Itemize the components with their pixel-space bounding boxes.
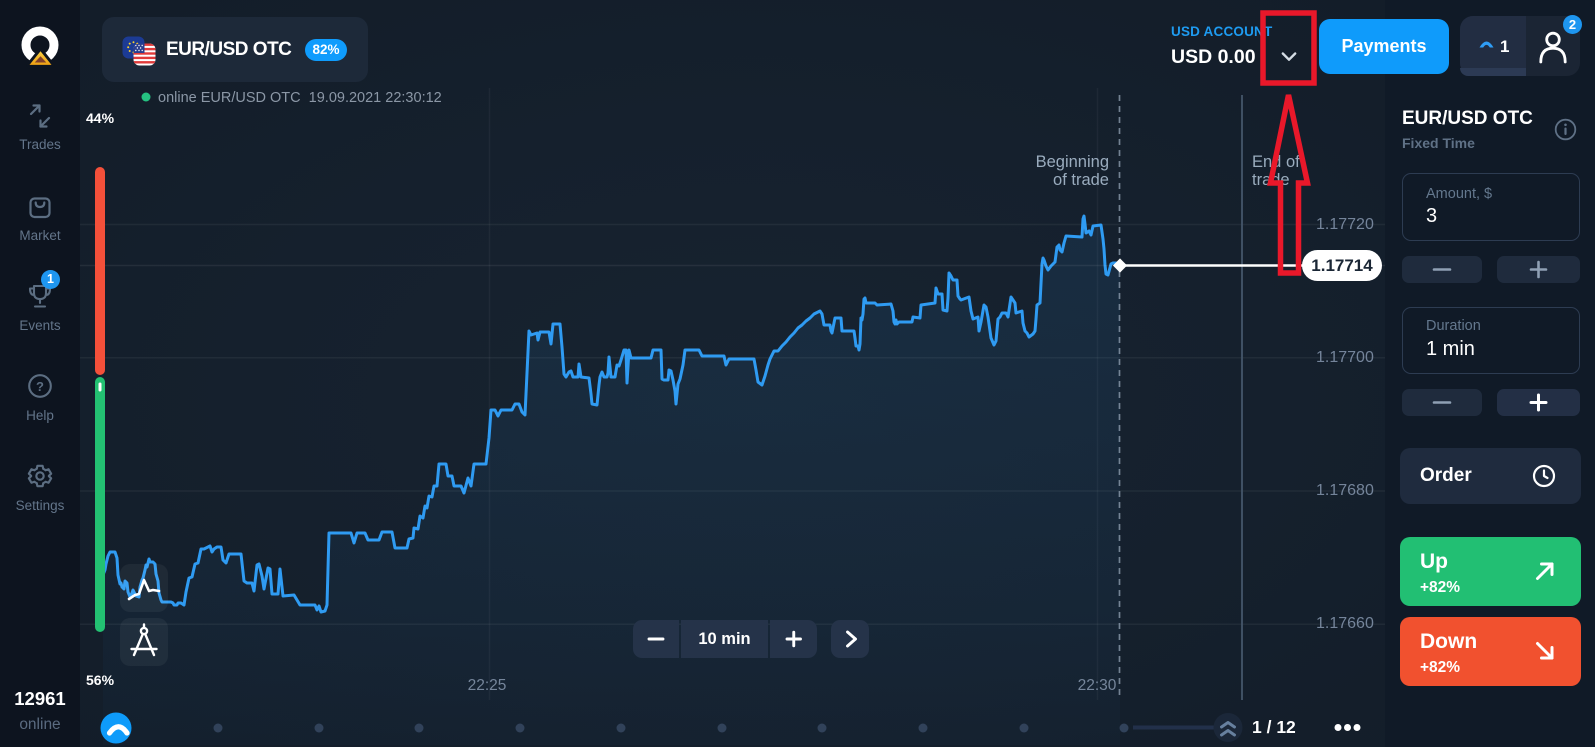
svg-text:?: ? bbox=[36, 379, 44, 394]
